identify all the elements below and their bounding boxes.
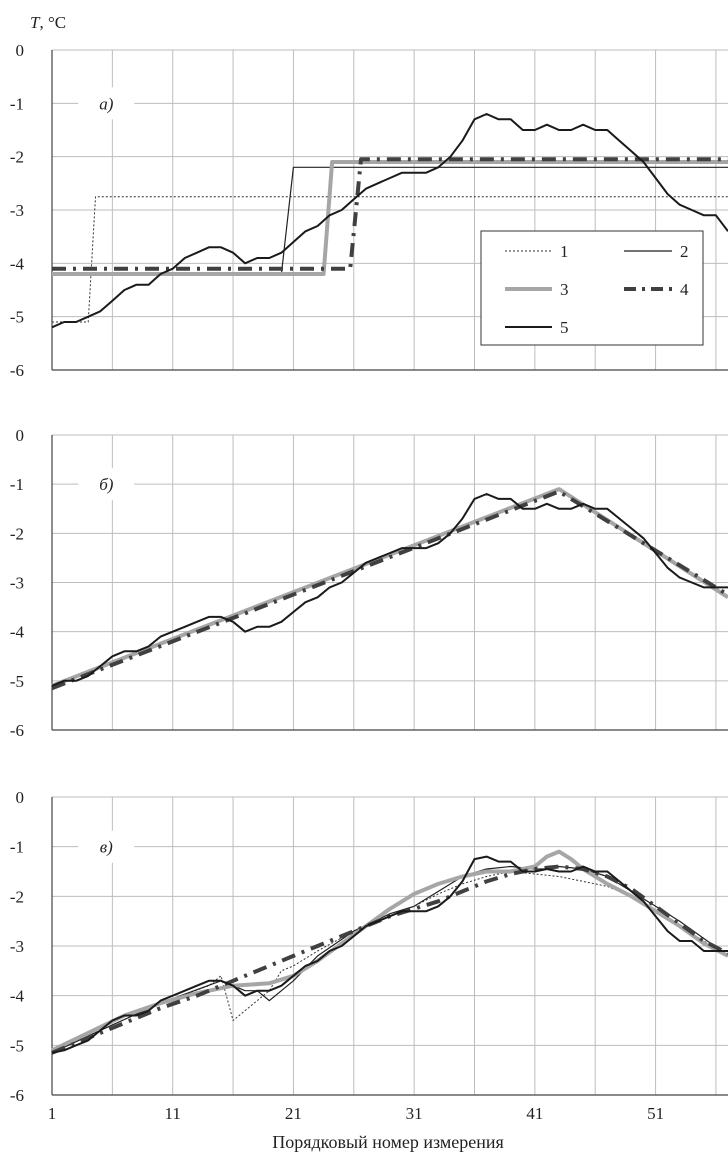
- y-tick-label: -6: [10, 1086, 24, 1105]
- legend-label-3: 3: [560, 280, 569, 299]
- y-tick-label: 0: [16, 41, 25, 60]
- x-tick-label: 1: [48, 1104, 57, 1123]
- series-5-line: [51, 493, 728, 687]
- y-tick-label: -4: [10, 254, 25, 273]
- y-tick-label: -1: [10, 475, 24, 494]
- series-5-line: [51, 113, 728, 329]
- y-tick-label: -4: [10, 623, 25, 642]
- legend-label-5: 5: [560, 318, 569, 337]
- x-tick-label: 11: [165, 1104, 181, 1123]
- panel-label-box: [78, 830, 135, 863]
- legend-label-4: 4: [680, 280, 689, 299]
- legend-label-2: 2: [680, 242, 689, 261]
- y-tick-label: -2: [10, 148, 24, 167]
- x-tick-label: 51: [647, 1104, 664, 1123]
- y-tick-label: -6: [10, 361, 24, 380]
- y-tick-label: -2: [10, 524, 24, 543]
- x-tick-label: 31: [406, 1104, 423, 1123]
- legend-label-1: 1: [560, 242, 569, 261]
- series-4-line: [51, 489, 728, 691]
- series-2-line: [51, 865, 728, 1054]
- y-tick-label: -5: [10, 1036, 24, 1055]
- y-tick-label: -5: [10, 672, 24, 691]
- series-4-line: [52, 157, 728, 271]
- y-tick-label: 0: [16, 426, 25, 445]
- panel-label: а): [99, 94, 114, 113]
- panel-label-box: [78, 87, 135, 120]
- y-tick-label: -4: [10, 987, 25, 1006]
- y-tick-label: -6: [10, 721, 24, 740]
- y-tick-label: -3: [10, 201, 24, 220]
- series-1-line: [51, 871, 728, 1054]
- y-tick-label: -3: [10, 574, 24, 593]
- y-tick-label: -5: [10, 308, 24, 327]
- y-tick-label: -1: [10, 94, 24, 113]
- series-3-line: [51, 849, 728, 1053]
- series-4-line: [51, 864, 728, 1055]
- y-tick-label: -1: [10, 838, 24, 857]
- panel-label-box: [78, 468, 135, 501]
- y-tick-label: -2: [10, 887, 24, 906]
- y-axis-title: T, °C: [30, 13, 66, 32]
- panel-label: б): [99, 475, 114, 494]
- series-3-line: [51, 487, 728, 688]
- x-tick-label: 41: [526, 1104, 543, 1123]
- y-tick-label: 0: [16, 788, 25, 807]
- panel-label: в): [100, 838, 113, 857]
- x-axis-title: Порядковый номер измерения: [272, 1132, 504, 1152]
- x-tick-label: 21: [285, 1104, 302, 1123]
- series-5-line: [51, 855, 728, 1054]
- y-tick-label: -3: [10, 937, 24, 956]
